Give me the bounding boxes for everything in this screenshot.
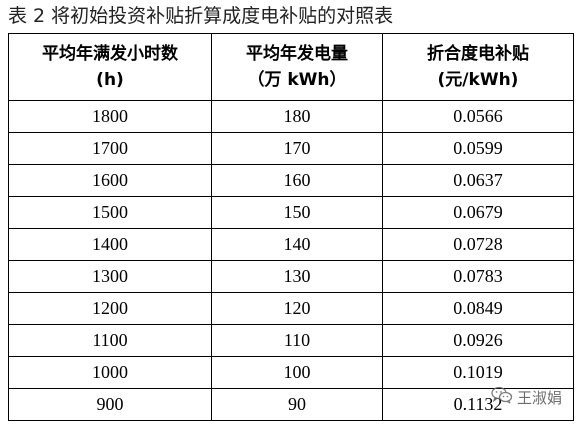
header-generation-title: 平均年发电量 <box>246 44 348 64</box>
cell-hours: 1200 <box>8 292 212 325</box>
cell-generation: 170 <box>211 132 383 165</box>
cell-subsidy: 0.0599 <box>382 132 574 165</box>
header-row: 平均年满发小时数 (h) 平均年发电量 （万 kWh） 折合度电补贴 (元/kW… <box>8 33 574 101</box>
header-hours: 平均年满发小时数 (h) <box>8 33 212 101</box>
cell-subsidy: 0.0637 <box>382 164 574 197</box>
table-row: 900 90 0.1132 <box>8 388 574 421</box>
table-row: 1400 140 0.0728 <box>8 228 574 261</box>
cell-hours: 1400 <box>8 228 212 261</box>
cell-hours: 1600 <box>8 164 212 197</box>
cell-generation: 110 <box>211 324 383 357</box>
cell-hours: 1300 <box>8 260 212 293</box>
cell-subsidy: 0.1019 <box>382 356 574 389</box>
cell-generation: 90 <box>211 388 383 421</box>
cell-subsidy: 0.0728 <box>382 228 574 261</box>
table-row: 1100 110 0.0926 <box>8 324 574 357</box>
table-header: 平均年满发小时数 (h) 平均年发电量 （万 kWh） 折合度电补贴 (元/kW… <box>8 33 574 101</box>
cell-subsidy: 0.0679 <box>382 196 574 229</box>
header-generation: 平均年发电量 （万 kWh） <box>211 33 383 101</box>
table-body: 1800 180 0.0566 1700 170 0.0599 1600 160… <box>8 100 574 421</box>
cell-subsidy: 0.0849 <box>382 292 574 325</box>
table-row: 1200 120 0.0849 <box>8 292 574 325</box>
table-row: 1300 130 0.0783 <box>8 260 574 293</box>
wechat-icon <box>491 386 513 408</box>
cell-generation: 140 <box>211 228 383 261</box>
cell-hours: 1800 <box>8 100 212 133</box>
table-row: 1600 160 0.0637 <box>8 164 574 197</box>
cell-hours: 1500 <box>8 196 212 229</box>
cell-hours: 1000 <box>8 356 212 389</box>
cell-subsidy: 0.1132 <box>382 388 574 421</box>
author-watermark: 王淑娟 <box>491 386 562 408</box>
cell-hours: 1100 <box>8 324 212 357</box>
header-generation-unit: （万 kWh） <box>247 70 347 90</box>
table-row: 1500 150 0.0679 <box>8 196 574 229</box>
table-row: 1000 100 0.1019 <box>8 356 574 389</box>
cell-generation: 150 <box>211 196 383 229</box>
cell-generation: 160 <box>211 164 383 197</box>
watermark-text: 王淑娟 <box>516 388 562 407</box>
cell-generation: 130 <box>211 260 383 293</box>
header-subsidy-unit: (元/kWh) <box>437 70 519 90</box>
table-caption: 表 2 将初始投资补贴折算成度电补贴的对照表 <box>8 5 394 27</box>
header-hours-unit: (h) <box>96 70 124 90</box>
cell-generation: 100 <box>211 356 383 389</box>
cell-generation: 120 <box>211 292 383 325</box>
cell-subsidy: 0.0783 <box>382 260 574 293</box>
header-subsidy: 折合度电补贴 (元/kWh) <box>382 33 574 101</box>
cell-subsidy: 0.0566 <box>382 100 574 133</box>
table-row: 1700 170 0.0599 <box>8 132 574 165</box>
cell-hours: 900 <box>8 388 212 421</box>
header-subsidy-title: 折合度电补贴 <box>427 44 529 64</box>
header-hours-title: 平均年满发小时数 <box>42 44 178 64</box>
subsidy-table: 平均年满发小时数 (h) 平均年发电量 （万 kWh） 折合度电补贴 (元/kW… <box>8 33 574 421</box>
cell-subsidy: 0.0926 <box>382 324 574 357</box>
cell-generation: 180 <box>211 100 383 133</box>
table-row: 1800 180 0.0566 <box>8 100 574 133</box>
cell-hours: 1700 <box>8 132 212 165</box>
